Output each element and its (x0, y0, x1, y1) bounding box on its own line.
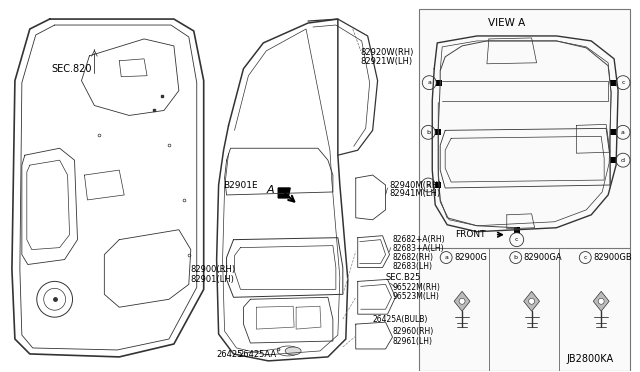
Text: 82940M(RH): 82940M(RH) (390, 180, 442, 189)
Text: b: b (426, 130, 430, 135)
Bar (435, 129, 441, 135)
Text: SEC.820: SEC.820 (52, 64, 92, 74)
Polygon shape (454, 291, 470, 311)
Text: 26425: 26425 (216, 350, 243, 359)
Text: VIEW A: VIEW A (488, 18, 525, 28)
Text: 82901(LH): 82901(LH) (191, 275, 235, 284)
Circle shape (598, 298, 604, 304)
Text: 82960(RH): 82960(RH) (392, 327, 434, 336)
Text: 82900G: 82900G (454, 253, 487, 262)
Text: 82900GA: 82900GA (524, 253, 563, 262)
Text: e: e (426, 183, 430, 187)
Polygon shape (593, 291, 609, 311)
Circle shape (529, 298, 534, 304)
Text: A: A (266, 185, 274, 195)
Text: FRONT: FRONT (455, 230, 486, 239)
Bar (514, 227, 520, 233)
Bar (435, 182, 441, 188)
Bar (610, 157, 616, 163)
Circle shape (459, 298, 465, 304)
Polygon shape (278, 188, 290, 198)
Text: 82900GB: 82900GB (593, 253, 632, 262)
Text: 96522M(RH): 96522M(RH) (392, 283, 440, 292)
Text: SEC.B25: SEC.B25 (385, 273, 421, 282)
Polygon shape (524, 291, 540, 311)
Bar (610, 129, 616, 135)
Text: a: a (444, 255, 448, 260)
Text: c: c (515, 237, 518, 242)
Text: 82683(LH): 82683(LH) (392, 262, 433, 271)
Text: 82682+A(RH): 82682+A(RH) (392, 235, 445, 244)
Text: 82941M(LH): 82941M(LH) (390, 189, 441, 198)
Bar (610, 80, 616, 86)
Text: 26425AA: 26425AA (239, 350, 276, 359)
Text: 82920W(RH): 82920W(RH) (361, 48, 414, 57)
Text: a: a (621, 130, 625, 135)
Bar (436, 80, 442, 86)
Text: c: c (621, 80, 625, 85)
Text: 96523M(LH): 96523M(LH) (392, 292, 440, 301)
Text: d: d (621, 158, 625, 163)
Ellipse shape (285, 347, 301, 355)
Text: B2901E: B2901E (223, 180, 258, 189)
Text: 82682(RH): 82682(RH) (392, 253, 433, 262)
Text: 82921W(LH): 82921W(LH) (361, 57, 413, 66)
Text: 26425A(BULB): 26425A(BULB) (372, 315, 428, 324)
Text: 82961(LH): 82961(LH) (392, 337, 433, 346)
Text: c: c (584, 255, 587, 260)
Text: 82900(RH): 82900(RH) (191, 265, 236, 274)
Text: 82683+A(LH): 82683+A(LH) (392, 244, 444, 253)
Text: b: b (514, 255, 518, 260)
Bar (419, 9, 630, 371)
Text: JB2800KA: JB2800KA (566, 354, 614, 364)
Text: a: a (428, 80, 431, 85)
